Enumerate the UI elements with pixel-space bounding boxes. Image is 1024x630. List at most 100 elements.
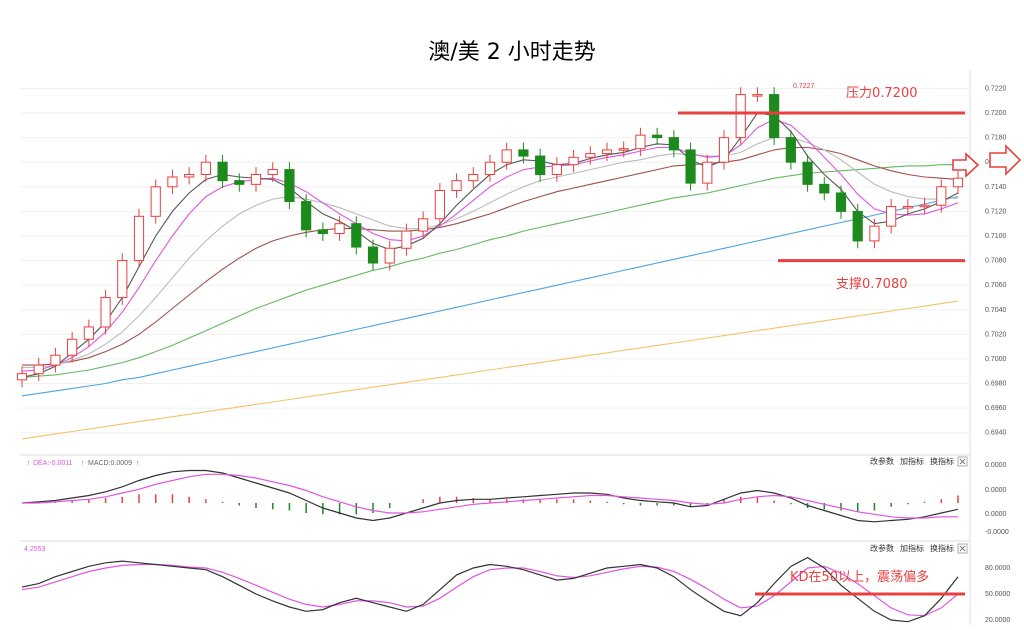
candle	[735, 87, 746, 145]
kd-plot	[21, 556, 959, 623]
candle	[334, 216, 345, 241]
candle	[501, 142, 512, 170]
kd-axis-ticks: 80.0000 50.0000 20.0000	[985, 565, 1010, 624]
candle	[200, 154, 211, 182]
candle	[835, 185, 847, 219]
candle	[618, 141, 629, 158]
candle	[468, 167, 479, 189]
candle	[100, 290, 111, 335]
ma-line-orange	[21, 300, 959, 440]
kd-note-label: KD在50以上，震荡偏多	[790, 569, 929, 585]
macd-dea-line	[22, 473, 958, 519]
price-tick-label: 0.7180	[985, 135, 1007, 142]
candle	[902, 199, 913, 214]
macd-dif-line	[21, 469, 959, 523]
price-tick-label: 0.7220	[985, 85, 1007, 92]
candle	[668, 130, 679, 158]
candle	[50, 347, 61, 373]
candle	[284, 162, 295, 209]
macd-dea-label: DEA:-0.0011	[33, 460, 73, 467]
macd-arrow-icon-2: ↑	[81, 460, 85, 467]
grid	[20, 70, 971, 625]
candle	[16, 366, 28, 388]
close-icon-2[interactable]	[957, 543, 968, 554]
ma-line-gray	[22, 137, 959, 369]
kd-tick-label: 20.0000	[985, 617, 1010, 624]
price-tick-label: 0.7200	[985, 110, 1007, 117]
candle	[267, 162, 278, 182]
candle	[886, 199, 897, 234]
ma-line-blue	[21, 196, 959, 397]
peak-label: 0.7227	[793, 83, 815, 90]
candle	[33, 357, 44, 382]
candle	[401, 223, 412, 256]
price-tick-label: 0.7120	[985, 208, 1007, 215]
candle	[217, 154, 228, 189]
price-tick-label: 0.7060	[985, 282, 1007, 289]
price-axis-ticks: 0.72200.72000.71800.71600.71400.71200.71…	[985, 85, 1007, 436]
candle	[317, 222, 328, 241]
price-tick-label: 0.7100	[985, 233, 1007, 240]
candle	[769, 87, 780, 145]
candle	[184, 167, 195, 185]
macd-arrow-icon-3: ↑	[136, 460, 140, 467]
candle	[802, 154, 813, 192]
macd-plot	[21, 469, 959, 523]
candle	[384, 240, 395, 271]
moving-average-lines	[21, 112, 959, 440]
price-tick-label: 0.7000	[985, 356, 1007, 363]
candle	[133, 208, 145, 268]
toolbar-add-indicator-button[interactable]: 加指标	[900, 456, 924, 466]
toolbar-params-button-2[interactable]: 改参数	[870, 543, 894, 553]
macd-tick-label: 0.0000	[985, 462, 1007, 469]
ma-line-short	[21, 112, 959, 378]
macd-axis-ticks: 0.0000 0.0000 0.0000 -0.0000	[985, 462, 1009, 536]
price-tick-label: 0.7080	[985, 258, 1007, 265]
candle	[718, 130, 730, 170]
toolbar-switch-indicator-button[interactable]: 换指标	[930, 456, 954, 466]
page-title: 澳/美 2 小时走势	[428, 40, 596, 65]
candle	[702, 154, 713, 191]
candle	[919, 197, 930, 214]
candle	[67, 331, 78, 363]
candle	[551, 157, 562, 182]
price-tick-label: 0.6980	[985, 381, 1007, 388]
candle	[518, 142, 529, 164]
candle	[635, 127, 646, 157]
candle	[234, 173, 245, 192]
price-tick-label: 0.7020	[985, 331, 1007, 338]
kd-value-label: 4.2553	[24, 546, 46, 553]
candle	[869, 218, 880, 249]
candle	[752, 87, 763, 102]
candle	[351, 216, 362, 255]
candle	[685, 142, 696, 191]
macd-tick-label: 0.0000	[985, 511, 1007, 518]
toolbar-switch-indicator-button-2[interactable]: 换指标	[930, 543, 954, 553]
candle	[568, 149, 579, 173]
candle	[117, 253, 128, 305]
candle	[418, 211, 429, 239]
candle	[150, 179, 161, 224]
close-icon[interactable]	[957, 456, 968, 467]
candle	[301, 194, 312, 238]
candle	[367, 239, 379, 271]
toolbar-add-indicator-button-2[interactable]: 加指标	[900, 543, 924, 553]
toolbar-params-button[interactable]: 改参数	[870, 456, 894, 466]
candle	[936, 179, 947, 213]
arrow-outline-icon-2	[989, 144, 1022, 176]
candle	[819, 176, 830, 201]
candle	[585, 146, 596, 165]
resistance-label: 压力0.7200	[846, 86, 918, 101]
macd-tick-label: -0.0000	[985, 529, 1009, 536]
candle	[952, 170, 964, 195]
candle	[167, 169, 178, 195]
candle	[83, 319, 94, 347]
ma-line-pink	[21, 118, 959, 372]
arrow-outline-icon	[952, 152, 980, 178]
kd-tick-label: 80.0000	[985, 565, 1010, 572]
candlesticks	[16, 87, 964, 388]
price-tick-label: 0.6960	[985, 405, 1007, 412]
macd-macd-label: MACD:0.0009	[88, 460, 132, 467]
candle	[601, 142, 613, 161]
kd-k-line	[21, 556, 959, 623]
